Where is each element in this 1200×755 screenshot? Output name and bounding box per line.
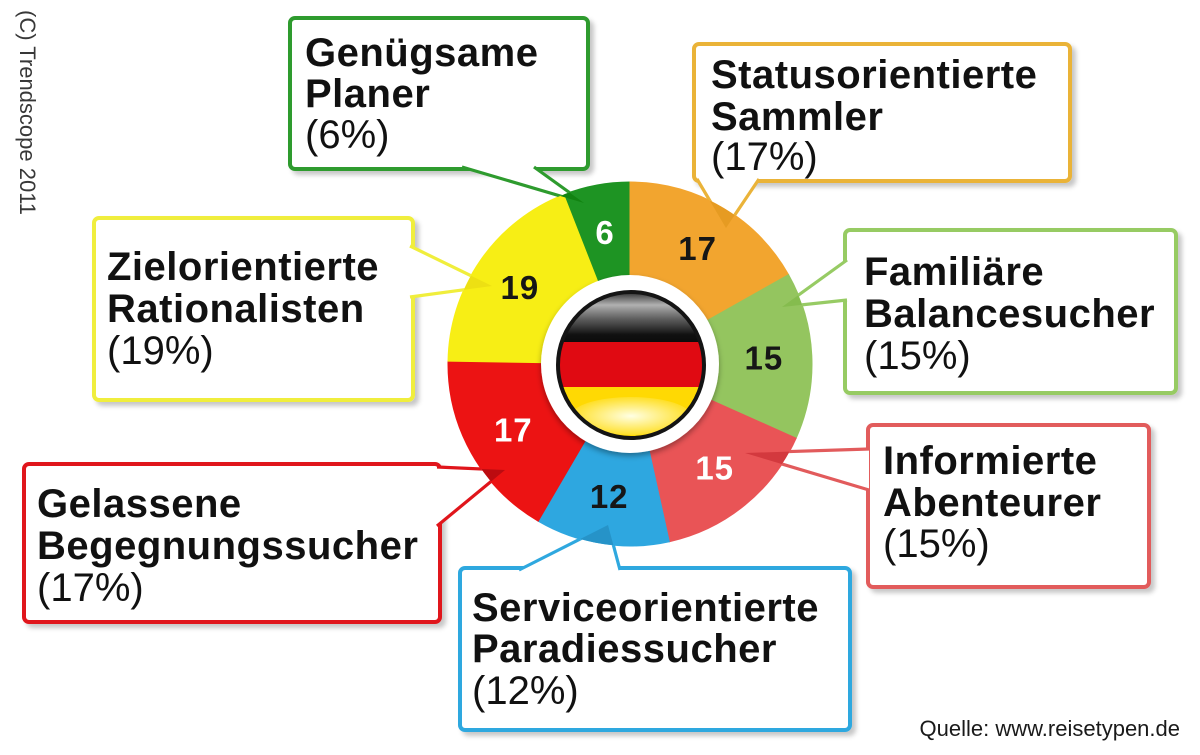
svg-text:6: 6 xyxy=(595,214,614,251)
svg-text:Balancesucher: Balancesucher xyxy=(864,292,1155,336)
svg-text:(17%): (17%) xyxy=(711,135,818,179)
svg-text:Quelle: www.reisetypen.de: Quelle: www.reisetypen.de xyxy=(920,716,1180,741)
svg-text:17: 17 xyxy=(494,411,533,448)
svg-text:Rationalisten: Rationalisten xyxy=(107,287,365,331)
svg-text:(C) Trendscope 2011: (C) Trendscope 2011 xyxy=(15,10,40,215)
svg-text:15: 15 xyxy=(695,449,734,486)
svg-text:15: 15 xyxy=(745,339,784,376)
svg-text:(6%): (6%) xyxy=(305,113,389,157)
svg-text:(12%): (12%) xyxy=(472,669,579,713)
svg-text:Serviceorientierte: Serviceorientierte xyxy=(472,586,819,630)
svg-text:17: 17 xyxy=(678,230,717,267)
svg-text:(17%): (17%) xyxy=(37,566,144,610)
svg-text:Planer: Planer xyxy=(305,72,430,116)
svg-text:Gelassene: Gelassene xyxy=(37,482,242,526)
svg-text:Paradiessucher: Paradiessucher xyxy=(472,627,777,671)
svg-text:Statusorientierte: Statusorientierte xyxy=(711,53,1037,97)
svg-text:Familiäre: Familiäre xyxy=(864,250,1044,294)
svg-text:(15%): (15%) xyxy=(883,522,990,566)
svg-text:Begegnungssucher: Begegnungssucher xyxy=(37,524,418,568)
svg-text:(15%): (15%) xyxy=(864,334,971,378)
svg-text:Genügsame: Genügsame xyxy=(305,31,538,75)
svg-text:Abenteurer: Abenteurer xyxy=(883,481,1101,525)
svg-text:19: 19 xyxy=(501,269,540,306)
svg-text:Sammler: Sammler xyxy=(711,95,883,139)
svg-text:Zielorientierte: Zielorientierte xyxy=(107,245,379,289)
svg-text:(19%): (19%) xyxy=(107,329,214,373)
svg-text:12: 12 xyxy=(590,478,629,515)
svg-text:Informierte: Informierte xyxy=(883,439,1097,483)
